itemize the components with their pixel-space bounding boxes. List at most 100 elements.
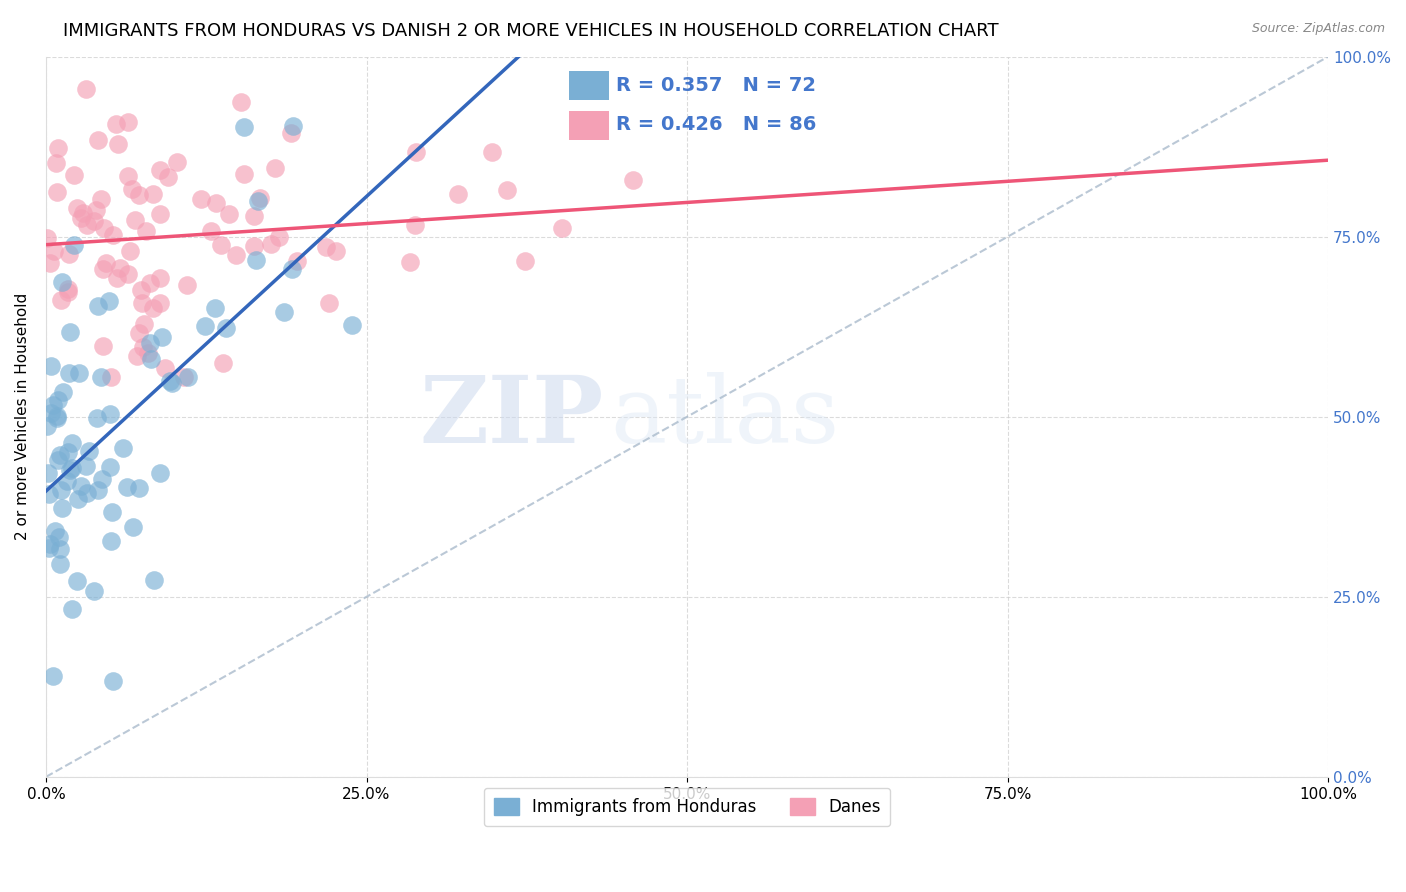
Point (209, 238, 232, 252)
Point (194, 319, 217, 334)
Point (513, 253, 536, 268)
Point (96, 256, 118, 270)
Point (447, 187, 470, 202)
Point (70, 211, 93, 225)
Point (281, 120, 304, 134)
Point (111, 441, 134, 455)
Point (139, 335, 162, 350)
Point (280, 126, 302, 140)
Point (117, 267, 139, 281)
Point (98, 293, 121, 308)
Point (264, 161, 287, 175)
Point (59, 463, 82, 477)
Point (149, 162, 172, 177)
Point (159, 374, 181, 388)
Point (249, 191, 271, 205)
Point (481, 145, 503, 160)
Point (157, 169, 180, 184)
Point (315, 240, 337, 254)
Point (49, 542, 72, 557)
Point (91, 262, 114, 277)
Point (45, 156, 67, 170)
Text: atlas: atlas (610, 372, 839, 462)
Point (128, 188, 150, 202)
Point (100, 370, 122, 384)
Point (281, 262, 304, 277)
Point (56, 475, 79, 489)
Point (56, 285, 79, 299)
Point (160, 376, 183, 390)
Point (62, 237, 84, 252)
Point (267, 230, 290, 244)
Point (117, 115, 139, 129)
Point (105, 271, 128, 285)
Point (45, 411, 67, 425)
Point (46, 392, 69, 407)
Point (153, 360, 176, 375)
Point (41, 669, 63, 683)
Text: ZIP: ZIP (419, 372, 603, 462)
Y-axis label: 2 or more Vehicles in Household: 2 or more Vehicles in Household (15, 293, 30, 541)
Point (121, 520, 143, 534)
Point (38, 541, 60, 556)
Point (44, 524, 66, 538)
Point (60, 461, 83, 475)
Point (273, 305, 295, 319)
Point (245, 253, 267, 268)
Point (44, 244, 66, 258)
Point (496, 183, 519, 197)
Point (211, 355, 233, 369)
Point (399, 255, 422, 269)
Point (49, 448, 72, 462)
Point (100, 534, 122, 549)
Point (67, 491, 90, 506)
Point (149, 295, 172, 310)
Point (91, 338, 114, 352)
Point (84, 202, 107, 217)
Point (134, 317, 156, 331)
Point (139, 276, 162, 290)
Point (46, 141, 69, 155)
Point (136, 346, 159, 360)
Point (117, 169, 139, 183)
Point (215, 321, 238, 335)
Point (77, 444, 100, 458)
Point (232, 120, 254, 134)
Point (76, 485, 98, 500)
Point (67, 366, 90, 380)
Point (149, 271, 172, 285)
Point (41, 359, 63, 374)
Point (152, 330, 174, 344)
Point (42, 398, 65, 412)
Point (98, 407, 121, 421)
Point (101, 227, 124, 242)
Point (132, 340, 155, 354)
Point (90, 472, 112, 486)
Point (101, 505, 124, 519)
Point (58, 366, 80, 380)
Point (65, 201, 87, 215)
Point (117, 480, 139, 494)
Point (76, 218, 98, 232)
Point (143, 573, 166, 587)
Point (325, 244, 347, 258)
Point (176, 277, 198, 292)
Point (129, 283, 152, 297)
Point (38, 256, 60, 270)
Point (101, 673, 124, 688)
Point (177, 370, 200, 384)
Point (247, 194, 270, 209)
Point (128, 326, 150, 340)
Point (142, 301, 165, 315)
Point (232, 167, 254, 181)
Point (285, 254, 308, 268)
Point (37, 466, 59, 480)
Point (45, 409, 67, 423)
Point (86, 411, 108, 425)
Point (87, 483, 110, 498)
Point (243, 209, 266, 223)
Point (90, 193, 112, 207)
Point (260, 236, 283, 251)
Point (218, 207, 240, 221)
Point (128, 481, 150, 495)
